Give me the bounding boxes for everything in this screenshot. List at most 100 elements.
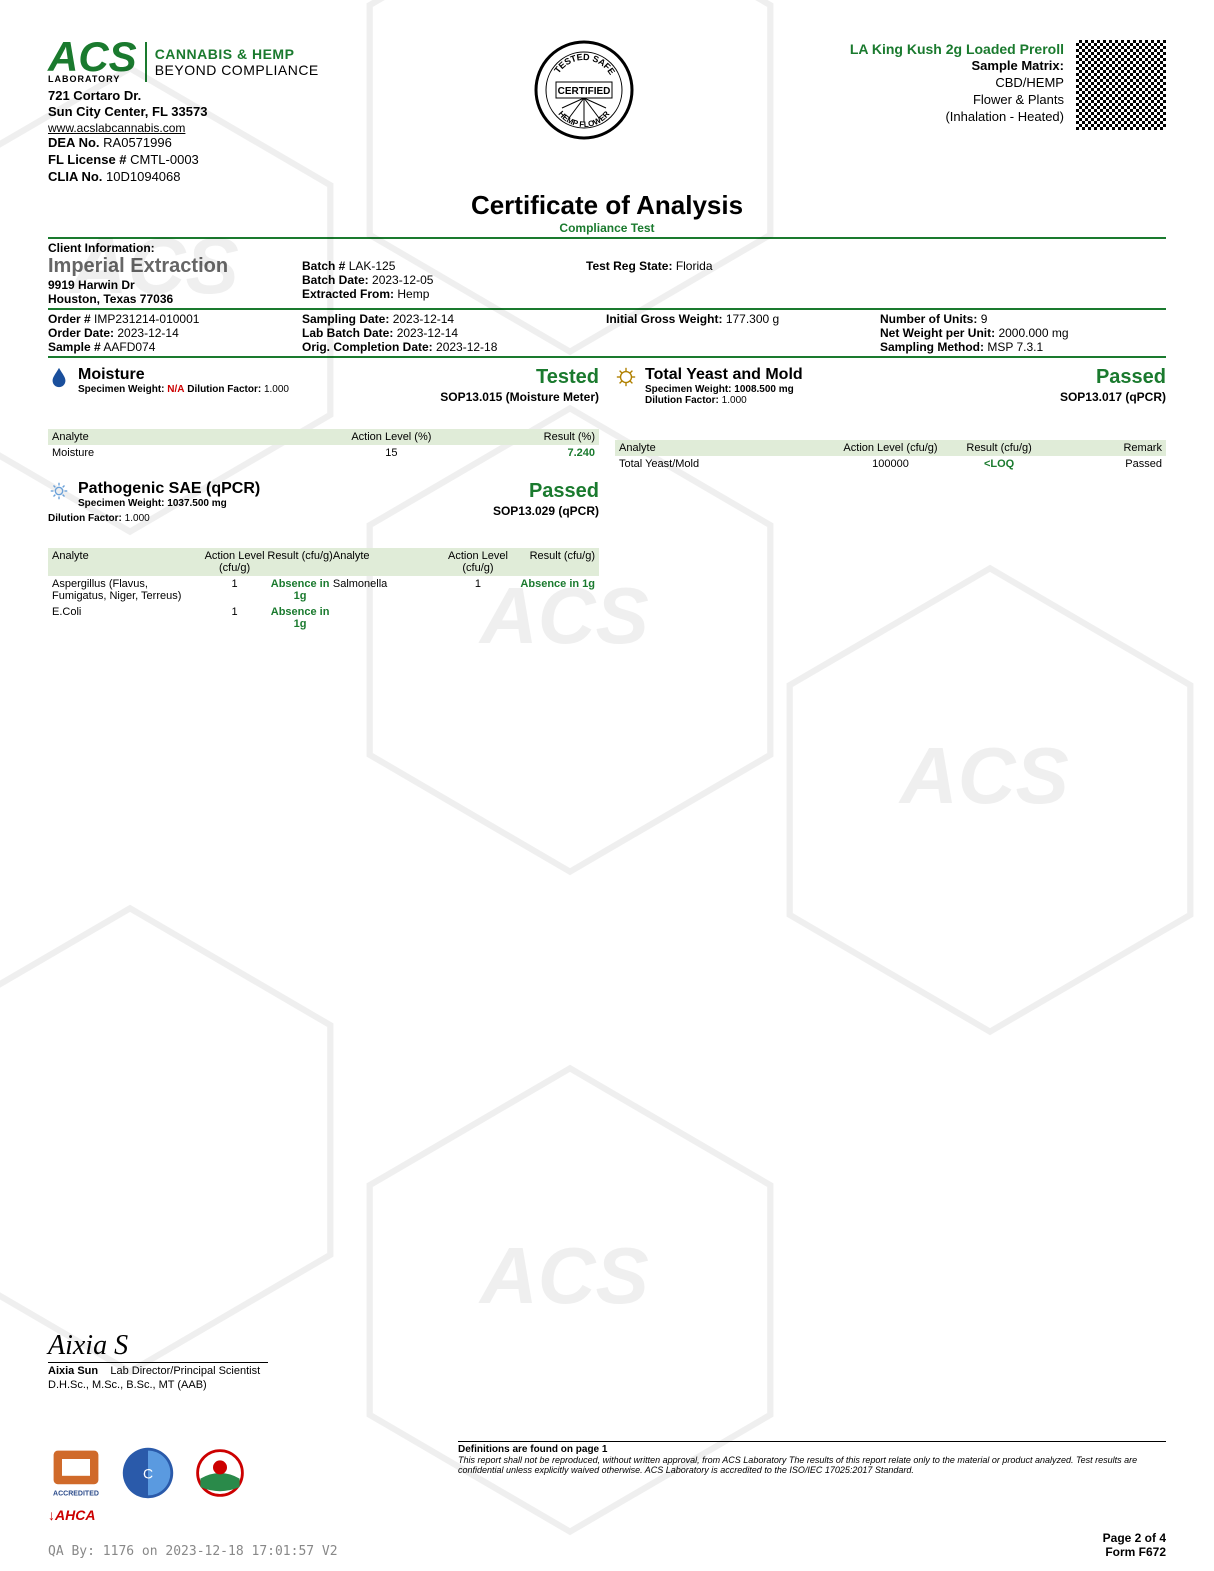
- yeast-result: <LOQ: [945, 458, 1054, 470]
- orig-val: 2023-12-18: [436, 340, 497, 354]
- col-result: Result (cfu/g): [511, 550, 595, 574]
- path-dil-label: Dilution Factor:: [48, 513, 122, 524]
- client-addr2: Houston, Texas 77036: [48, 292, 278, 306]
- moisture-dil-label: Dilution Factor:: [187, 384, 261, 395]
- reg-label: Test Reg State:: [586, 259, 672, 273]
- gear-icon: [48, 480, 70, 502]
- col-result: Result (cfu/g): [945, 442, 1054, 454]
- ahca-logo: ↓AHCA: [48, 1507, 95, 1523]
- units-label: Number of Units:: [880, 312, 977, 326]
- fl-label: FL License #: [48, 152, 127, 167]
- lab-website[interactable]: www.acslabcannabis.com: [48, 121, 319, 135]
- sig-role: Lab Director/Principal Scientist: [110, 1365, 260, 1377]
- sig-creds: D.H.Sc., M.Sc., B.Sc., MT (AAB): [48, 1379, 268, 1391]
- yeast-remark: Passed: [1053, 458, 1162, 470]
- col-action: Action Level (%): [324, 431, 460, 443]
- clia-value: 10D1094068: [106, 169, 180, 184]
- yeast-title: Total Yeast and Mold: [645, 366, 803, 384]
- svg-text:ACCREDITED: ACCREDITED: [53, 1490, 99, 1497]
- globe-logo: [192, 1445, 248, 1501]
- order-label: Order #: [48, 312, 91, 326]
- extracted-label: Extracted From:: [302, 287, 394, 301]
- path-dil: 1.000: [125, 513, 150, 524]
- net-val: 2000.000 mg: [998, 326, 1068, 340]
- sig-name: Aixia Sun: [48, 1365, 98, 1377]
- moisture-spec-label: Specimen Weight:: [78, 384, 165, 395]
- matrix-1: CBD/HEMP: [850, 75, 1064, 92]
- signature-image: Aixia S: [48, 1330, 268, 1363]
- extracted-val: Hemp: [397, 287, 429, 301]
- certified-badge: TESTED SAFE CERTIFIED HEMP FLOWER: [534, 40, 634, 140]
- labbatch-val: 2023-12-14: [397, 326, 458, 340]
- reg-val: Florida: [676, 259, 713, 273]
- microbe-icon: [615, 366, 637, 388]
- orig-label: Orig. Completion Date:: [302, 340, 433, 354]
- client-label: Client Information:: [48, 241, 1166, 255]
- col-result: Result (%): [459, 431, 595, 443]
- pathogenic-panel: Pathogenic SAE (qPCR) Specimen Weight: 1…: [48, 480, 599, 632]
- net-label: Net Weight per Unit:: [880, 326, 995, 340]
- lab-addr2: Sun City Center, FL 33573: [48, 104, 319, 121]
- labbatch-label: Lab Batch Date:: [302, 326, 393, 340]
- moisture-status: Tested: [536, 366, 599, 389]
- moisture-spec-val: N/A: [167, 384, 184, 395]
- order-val: IMP231214-010001: [94, 312, 199, 326]
- path-r3-action: 1: [445, 578, 511, 602]
- yeast-panel: Total Yeast and Mold Specimen Weight: 10…: [615, 366, 1166, 472]
- yeast-dil-val: 1.000: [722, 395, 747, 406]
- coa-subtitle: Compliance Test: [48, 221, 1166, 235]
- svg-text:TESTED SAFE: TESTED SAFE: [553, 52, 618, 77]
- method-val: MSP 7.3.1: [987, 340, 1043, 354]
- col-analyte: Analyte: [333, 550, 445, 574]
- matrix-3: (Inhalation - Heated): [850, 109, 1064, 126]
- batch-val: LAK-125: [349, 259, 396, 273]
- tagline-2: BEYOND COMPLIANCE: [155, 62, 319, 78]
- path-r3-result: Absence in 1g: [511, 578, 595, 602]
- lab-addr1: 721 Cortaro Dr.: [48, 88, 319, 105]
- dea-label: DEA No.: [48, 135, 100, 150]
- logo-divider: [145, 42, 147, 82]
- disclaimer: This report shall not be reproduced, wit…: [458, 1455, 1166, 1475]
- svg-text:CERTIFIED: CERTIFIED: [558, 86, 611, 97]
- sampling-val: 2023-12-14: [393, 312, 454, 326]
- divider: [48, 308, 1166, 310]
- path-spec: 1037.500 mg: [167, 498, 227, 509]
- units-val: 9: [981, 312, 988, 326]
- orderdate-val: 2023-12-14: [117, 326, 178, 340]
- yeast-status: Passed: [1096, 366, 1166, 389]
- fl-value: CMTL-0003: [130, 152, 199, 167]
- col-action: Action Level (cfu/g): [445, 550, 511, 574]
- path-r1-analyte: Aspergillus (Flavus, Fumigatus, Niger, T…: [52, 578, 202, 602]
- samplenum-val: AAFD074: [103, 340, 155, 354]
- yeast-action: 100000: [836, 458, 945, 470]
- moisture-dil-val: 1.000: [264, 384, 289, 395]
- signature-block: Aixia S Aixia Sun Lab Director/Principal…: [48, 1330, 268, 1391]
- lab-logo-block: ACS LABORATORY CANNABIS & HEMP BEYOND CO…: [48, 40, 319, 186]
- path-r3-analyte: Salmonella: [333, 578, 445, 602]
- droplet-icon: [48, 366, 70, 388]
- yeast-spec-val: 1008.500 mg: [734, 384, 794, 395]
- moisture-panel: Moisture Specimen Weight: N/A Dilution F…: [48, 366, 599, 472]
- qr-code: [1076, 40, 1166, 130]
- matrix-2: Flower & Plants: [850, 92, 1064, 109]
- samplenum-label: Sample #: [48, 340, 101, 354]
- cla-logo: C: [120, 1445, 176, 1501]
- path-r2-analyte: E.Coli: [52, 606, 202, 630]
- col-remark: Remark: [1053, 442, 1162, 454]
- divider: [48, 237, 1166, 239]
- col-result: Result (cfu/g): [267, 550, 333, 574]
- moisture-title: Moisture: [78, 366, 289, 384]
- sampling-label: Sampling Date:: [302, 312, 389, 326]
- path-r1-action: 1: [202, 578, 268, 602]
- path-spec-label: Specimen Weight:: [78, 498, 165, 509]
- path-r2-result: Absence in 1g: [267, 606, 333, 630]
- path-r1-result: Absence in 1g: [267, 578, 333, 602]
- divider: [48, 356, 1166, 358]
- yeast-dil-label: Dilution Factor:: [645, 395, 719, 406]
- definitions-line: Definitions are found on page 1: [458, 1441, 1166, 1455]
- moisture-action: 15: [324, 447, 460, 459]
- batch-label: Batch #: [302, 259, 345, 273]
- moisture-sop: SOP13.015 (Moisture Meter): [440, 390, 599, 404]
- form-number: Form F672: [1103, 1545, 1166, 1559]
- col-analyte: Analyte: [52, 550, 202, 574]
